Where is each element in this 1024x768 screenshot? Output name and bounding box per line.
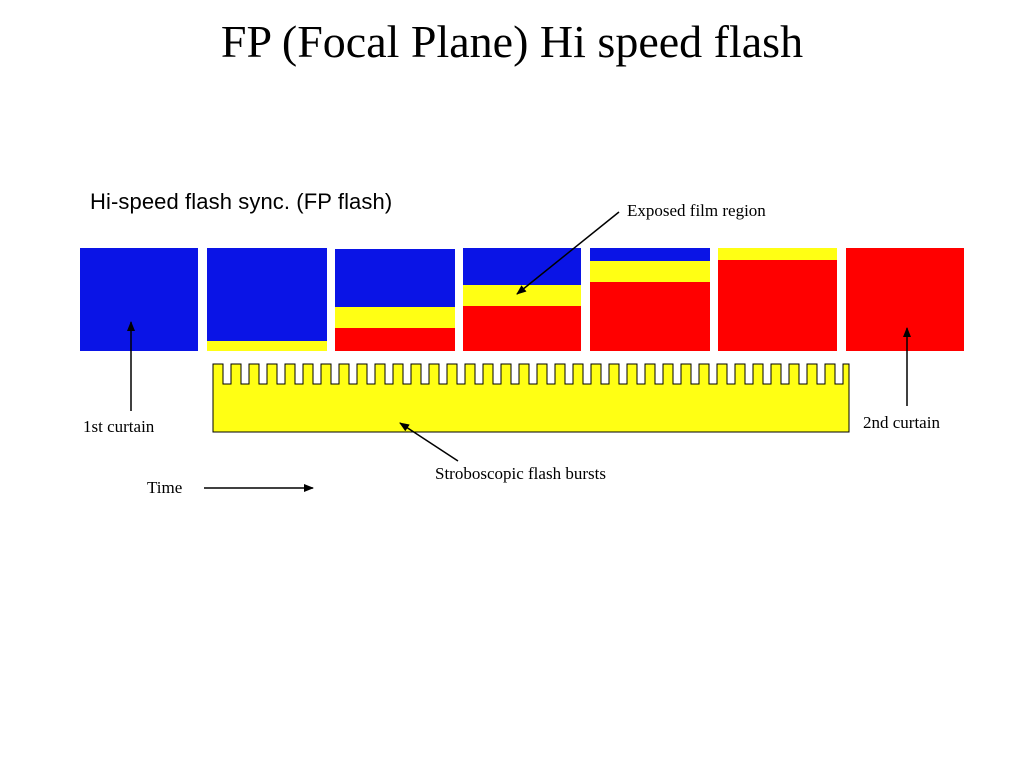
frame-2-blue-curtain xyxy=(207,248,327,341)
frame-6-exposure-ending xyxy=(718,248,837,351)
frame-7-red-curtain xyxy=(846,248,964,351)
frame-3-slit-moving xyxy=(335,249,455,351)
exposed-film-region-label: Exposed film region xyxy=(627,201,766,220)
frame-6-red-curtain xyxy=(718,260,837,351)
frame-5-slit-moving xyxy=(590,248,710,351)
frame-2-yellow-slit xyxy=(207,341,327,351)
frame-4-slit-moving xyxy=(463,248,581,351)
first-curtain-label: 1st curtain xyxy=(83,417,155,436)
stroboscopic-flash-bursts-label: Stroboscopic flash bursts xyxy=(435,464,606,483)
frame-3-yellow-slit xyxy=(335,307,455,328)
slide-title: FP (Focal Plane) Hi speed flash xyxy=(220,16,804,67)
flash-bursts-arrow xyxy=(399,422,459,462)
frame-6-yellow-slit xyxy=(718,248,837,260)
flash-burst-comb xyxy=(212,363,850,433)
frame-3-blue-curtain xyxy=(335,249,455,307)
time-label: Time xyxy=(147,478,183,497)
frame-4-blue-curtain xyxy=(463,248,581,285)
frame-4-yellow-slit xyxy=(463,285,581,306)
figure-title: Hi-speed flash sync. (FP flash) xyxy=(90,189,393,214)
frame-5-red-curtain xyxy=(590,282,710,351)
frame-2-exposure-starting xyxy=(207,248,327,351)
exposed-region-arrow xyxy=(516,211,620,295)
second-curtain-label: 2nd curtain xyxy=(863,413,940,432)
frame-1-blue-curtain xyxy=(80,248,198,351)
frame-4-red-curtain xyxy=(463,306,581,351)
frame-5-blue-curtain xyxy=(590,248,710,261)
frame-3-red-curtain xyxy=(335,328,455,351)
frame-5-yellow-slit xyxy=(590,261,710,282)
frame-1-first-curtain-closed xyxy=(80,248,198,351)
frame-7-second-curtain-closed xyxy=(846,248,964,351)
